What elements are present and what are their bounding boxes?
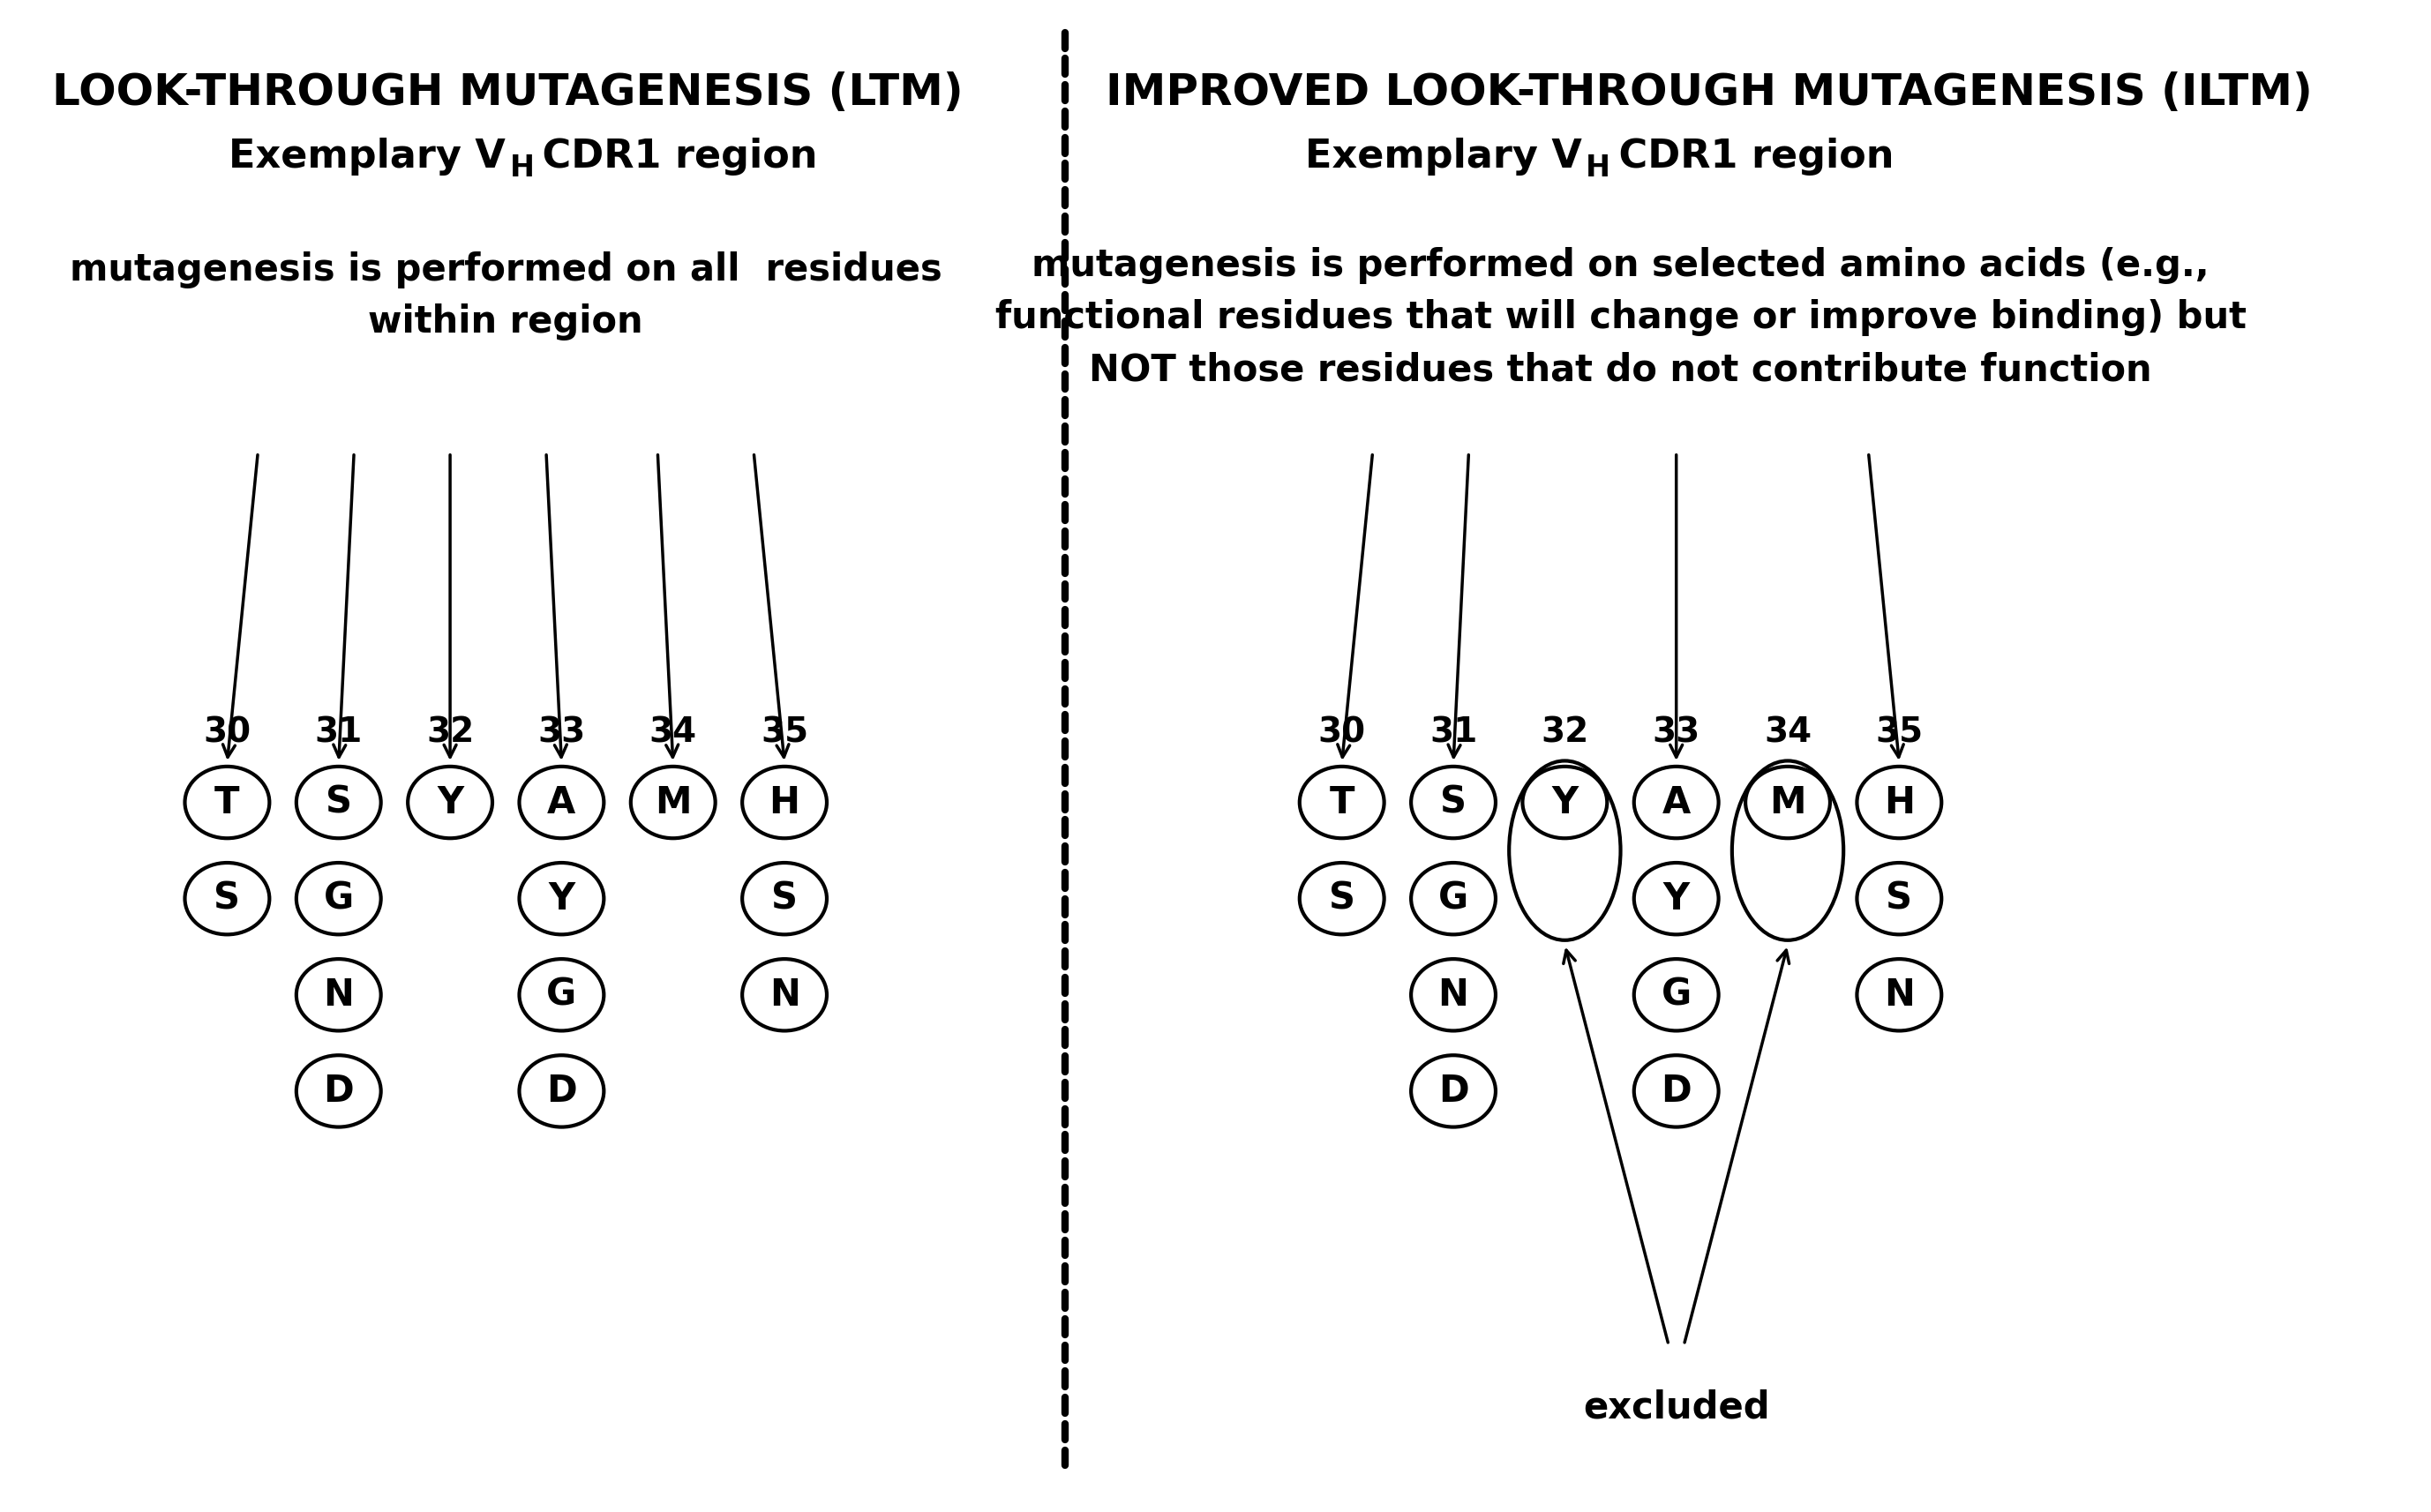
Text: CDR1 region: CDR1 region	[530, 138, 817, 175]
Text: Y: Y	[549, 880, 574, 918]
Text: within region: within region	[370, 304, 644, 340]
Text: S: S	[1330, 880, 1354, 918]
Text: N: N	[1884, 977, 1916, 1013]
Text: G: G	[1439, 880, 1468, 918]
Text: mutagenesis is performed on all  residues: mutagenesis is performed on all residues	[70, 251, 943, 289]
Text: excluded: excluded	[1583, 1388, 1770, 1426]
Text: IMPROVED LOOK-THROUGH MUTAGENESIS (ILTM): IMPROVED LOOK-THROUGH MUTAGENESIS (ILTM)	[1106, 71, 2312, 113]
Text: H: H	[768, 783, 800, 821]
Text: S: S	[214, 880, 241, 918]
Text: Exemplary V: Exemplary V	[1305, 138, 1583, 175]
Text: 31: 31	[314, 715, 362, 748]
Text: H: H	[511, 154, 535, 183]
Text: 32: 32	[425, 715, 474, 748]
Text: 35: 35	[1874, 715, 1923, 748]
Text: Y: Y	[1663, 880, 1690, 918]
Text: A: A	[547, 783, 576, 821]
Text: N: N	[768, 977, 800, 1013]
Text: NOT those residues that do not contribute function: NOT those residues that do not contribut…	[1089, 352, 2151, 389]
Text: S: S	[771, 880, 797, 918]
Text: T: T	[1330, 783, 1354, 821]
Text: 33: 33	[537, 715, 586, 748]
Text: H: H	[1585, 154, 1612, 183]
Text: A: A	[1663, 783, 1690, 821]
Text: D: D	[1660, 1072, 1692, 1110]
Text: M: M	[654, 783, 690, 821]
Text: 33: 33	[1653, 715, 1699, 748]
Text: D: D	[323, 1072, 355, 1110]
Text: Y: Y	[438, 783, 464, 821]
Text: S: S	[1439, 783, 1466, 821]
Text: T: T	[214, 783, 241, 821]
Text: Exemplary V: Exemplary V	[229, 138, 506, 175]
Text: functional residues that will change or improve binding) but: functional residues that will change or …	[994, 299, 2246, 336]
Text: D: D	[547, 1072, 576, 1110]
Text: N: N	[1439, 977, 1468, 1013]
Text: D: D	[1439, 1072, 1468, 1110]
Text: S: S	[326, 783, 352, 821]
Text: G: G	[547, 977, 576, 1013]
Text: G: G	[1660, 977, 1692, 1013]
Text: 30: 30	[1318, 715, 1366, 748]
Text: N: N	[323, 977, 355, 1013]
Text: LOOK-THROUGH MUTAGENESIS (LTM): LOOK-THROUGH MUTAGENESIS (LTM)	[51, 71, 963, 113]
Text: 32: 32	[1541, 715, 1590, 748]
Text: S: S	[1886, 880, 1913, 918]
Text: H: H	[1884, 783, 1916, 821]
Text: G: G	[323, 880, 355, 918]
Text: 35: 35	[761, 715, 810, 748]
Text: 31: 31	[1429, 715, 1478, 748]
Text: 34: 34	[1765, 715, 1811, 748]
Text: M: M	[1770, 783, 1806, 821]
Text: Y: Y	[1551, 783, 1578, 821]
Text: 30: 30	[204, 715, 250, 748]
Text: CDR1 region: CDR1 region	[1604, 138, 1894, 175]
Text: mutagenesis is performed on selected amino acids (e.g.,: mutagenesis is performed on selected ami…	[1031, 246, 2210, 284]
Text: 34: 34	[649, 715, 698, 748]
